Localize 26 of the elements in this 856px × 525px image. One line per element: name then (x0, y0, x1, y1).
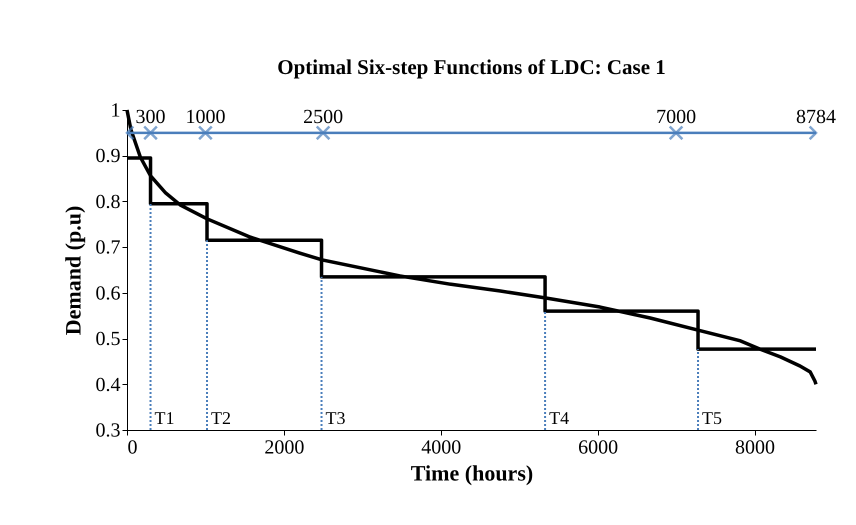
y-axis-title: Demand (p.u) (60, 206, 86, 336)
x-axis-title: Time (hours) (410, 460, 534, 486)
annotation: 8784 (796, 106, 836, 128)
y-tick-label: 1 (110, 100, 120, 122)
x-tick-label: 0 (128, 436, 138, 458)
y-tick-label: 0.8 (96, 190, 120, 213)
y-tick-label: 0.5 (96, 328, 120, 350)
x-tick-label: 4000 (421, 436, 462, 458)
annotation: 7000 (656, 106, 696, 128)
ref-line-label: T5 (702, 408, 722, 428)
ref-line-label: T1 (154, 408, 175, 428)
y-tick-label: 0.3 (96, 420, 120, 442)
annotation: 300 (136, 106, 166, 128)
x-tick-label: 6000 (578, 436, 618, 458)
chart-title: Optimal Six-step Functions of LDC: Case 1 (277, 55, 666, 79)
ref-line-label: T3 (326, 408, 346, 428)
x-tick-label: 2000 (264, 436, 304, 458)
annotation: 2500 (303, 106, 344, 128)
ref-line-label: T2 (211, 408, 232, 428)
y-tick-label: 0.4 (96, 374, 120, 396)
y-tick-label: 0.9 (96, 145, 120, 168)
y-tick-label: 0.7 (96, 236, 120, 259)
ref-line-label: T4 (549, 408, 570, 428)
x-tick-label: 8000 (735, 436, 776, 458)
y-tick-label: 0.6 (96, 282, 120, 304)
annotation: 1000 (185, 106, 226, 128)
